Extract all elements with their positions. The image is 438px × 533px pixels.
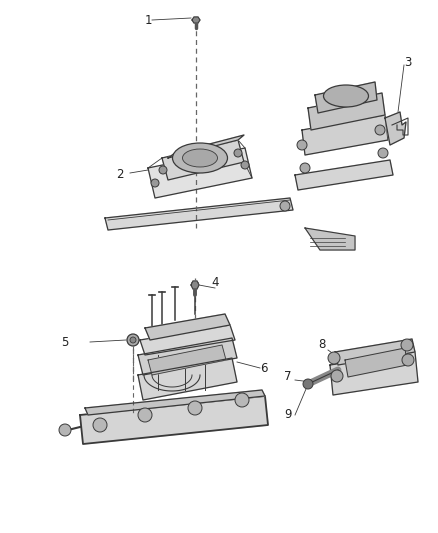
Text: 1: 1	[144, 13, 152, 27]
Polygon shape	[385, 112, 406, 145]
Circle shape	[297, 140, 307, 150]
Polygon shape	[192, 17, 200, 23]
Polygon shape	[308, 93, 385, 130]
Polygon shape	[148, 148, 252, 198]
Circle shape	[328, 352, 340, 364]
Circle shape	[59, 424, 71, 436]
Circle shape	[402, 354, 414, 366]
Polygon shape	[138, 358, 237, 400]
Polygon shape	[80, 396, 268, 444]
Circle shape	[280, 201, 290, 211]
Polygon shape	[345, 348, 407, 377]
Polygon shape	[145, 314, 230, 340]
Circle shape	[331, 370, 343, 382]
Text: 7: 7	[284, 370, 292, 384]
Ellipse shape	[324, 85, 368, 107]
Polygon shape	[330, 352, 418, 395]
Circle shape	[378, 148, 388, 158]
Circle shape	[130, 337, 136, 343]
Circle shape	[151, 179, 159, 187]
Polygon shape	[105, 198, 293, 230]
Text: 3: 3	[404, 56, 412, 69]
Text: 5: 5	[61, 335, 69, 349]
Text: 8: 8	[318, 338, 326, 351]
Circle shape	[241, 161, 249, 169]
Polygon shape	[162, 140, 244, 180]
Polygon shape	[138, 338, 237, 375]
Polygon shape	[305, 228, 355, 250]
Text: 6: 6	[260, 361, 268, 375]
Polygon shape	[85, 390, 265, 415]
Circle shape	[401, 339, 413, 351]
Text: 9: 9	[284, 408, 292, 422]
Circle shape	[340, 90, 352, 102]
Circle shape	[235, 393, 249, 407]
Circle shape	[300, 163, 310, 173]
Text: 2: 2	[116, 168, 124, 182]
Circle shape	[138, 408, 152, 422]
Polygon shape	[148, 345, 226, 375]
Circle shape	[159, 166, 167, 174]
Circle shape	[93, 418, 107, 432]
Polygon shape	[335, 339, 415, 365]
Ellipse shape	[183, 149, 218, 167]
Polygon shape	[140, 325, 235, 355]
Circle shape	[194, 152, 206, 164]
Circle shape	[375, 125, 385, 135]
Polygon shape	[191, 281, 199, 289]
Polygon shape	[168, 135, 244, 158]
Circle shape	[303, 379, 313, 389]
Text: 4: 4	[211, 277, 219, 289]
Polygon shape	[295, 160, 393, 190]
Circle shape	[234, 149, 242, 157]
Ellipse shape	[173, 143, 227, 173]
Circle shape	[188, 401, 202, 415]
Circle shape	[127, 334, 139, 346]
Polygon shape	[315, 82, 377, 113]
Polygon shape	[302, 115, 388, 155]
